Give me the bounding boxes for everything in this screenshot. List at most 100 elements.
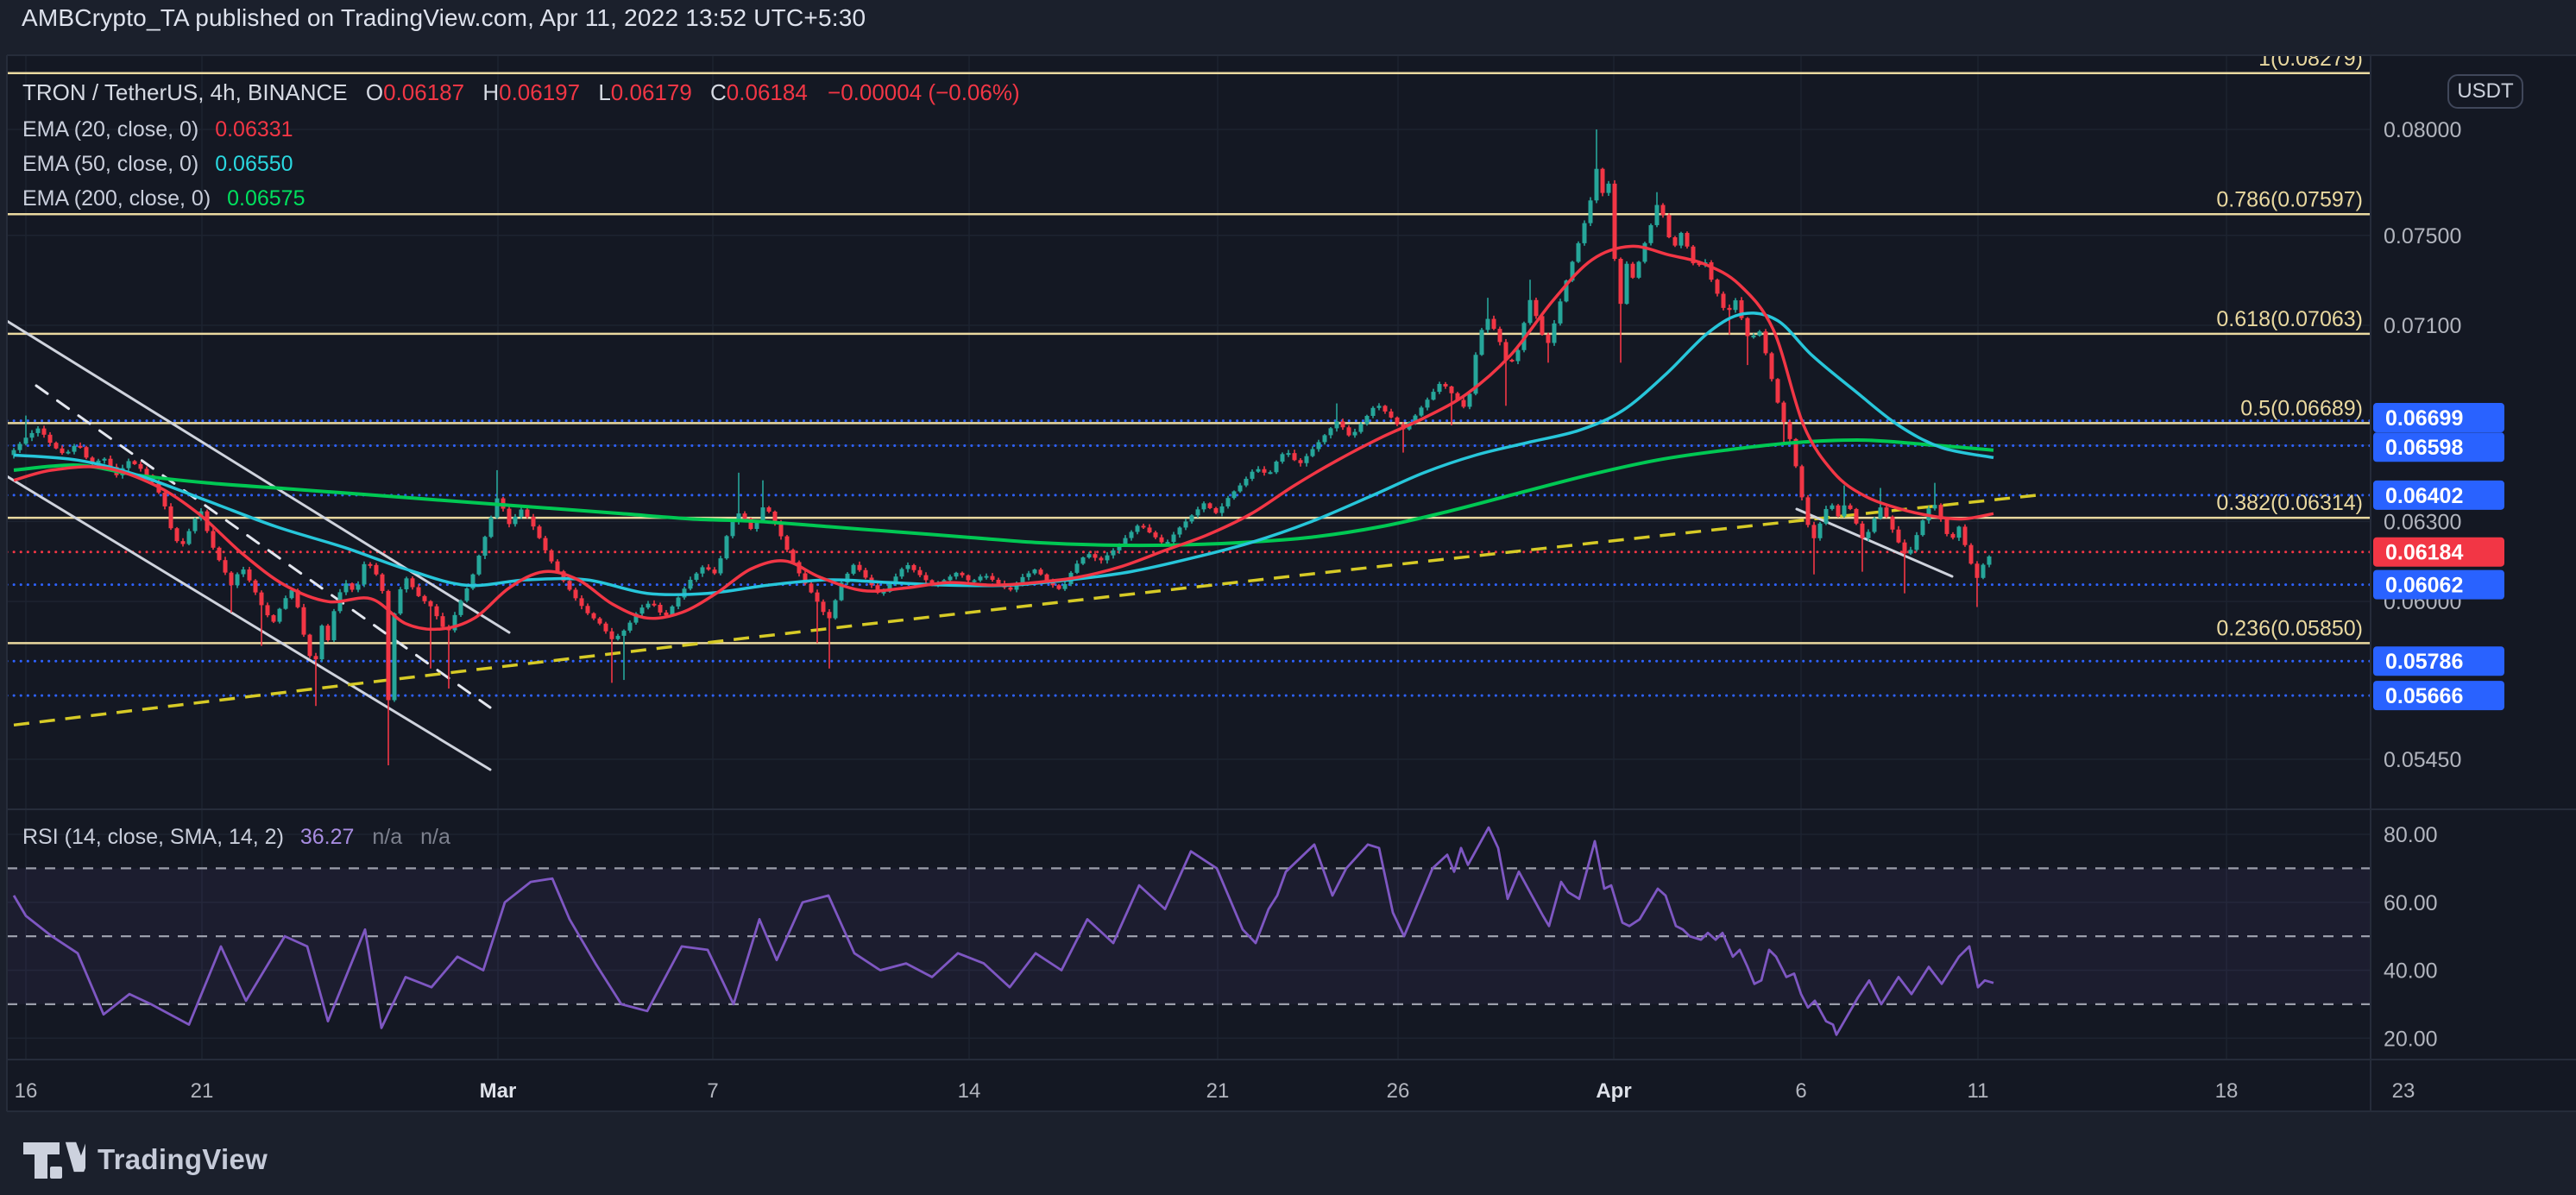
candle-body — [470, 574, 476, 589]
axis-label: 0.05666 — [2385, 684, 2463, 708]
candle-body — [1207, 503, 1212, 508]
candle-body — [549, 550, 554, 562]
candle-body — [1751, 335, 1756, 337]
ema200-line[interactable] — [13, 438, 1994, 548]
candle-body — [531, 516, 536, 527]
candle-body — [1225, 498, 1231, 506]
candle-body — [307, 634, 312, 657]
candle-body — [778, 523, 784, 537]
candle-body — [180, 541, 186, 544]
candle-body — [241, 569, 246, 575]
candle-body — [217, 547, 222, 561]
candle-body — [1364, 415, 1370, 425]
price-axis[interactable]: 0.080000.075000.071000.066000.063000.060… — [2373, 118, 2504, 1051]
currency-toggle-button[interactable]: USDT — [2447, 74, 2523, 109]
candle-body — [821, 601, 826, 613]
rsi-legend-row[interactable]: RSI (14, close, SMA, 14, 2) 36.27 n/a n/… — [22, 825, 450, 850]
candle-body — [646, 603, 651, 608]
candle-body — [1099, 557, 1104, 561]
candle-body — [192, 519, 198, 531]
candle-body — [537, 526, 542, 538]
candle-body — [301, 607, 306, 635]
candle-body — [1962, 526, 1968, 545]
candle-body — [1280, 454, 1285, 462]
price-pane[interactable]: 1(0.08279) 0.786(0.07597) 0.618(0.07063) 0.… — [7, 47, 2371, 771]
candle-body — [1836, 505, 1841, 517]
candle-body — [772, 511, 778, 524]
candle-body — [289, 590, 294, 599]
candle-body — [911, 564, 916, 570]
candle-body — [1878, 507, 1883, 519]
symbol-legend-row[interactable]: TRON / TetherUS, 4h, BINANCE O0.06187 H0… — [22, 79, 1020, 106]
candle-body — [1968, 544, 1974, 564]
candle-body — [621, 630, 627, 636]
ema50-line[interactable] — [13, 311, 1994, 597]
candle-body — [174, 528, 180, 542]
candle-body — [452, 614, 457, 631]
candle-body — [615, 635, 620, 639]
candle-body — [1213, 507, 1219, 513]
candle-body — [1715, 280, 1720, 294]
recent-resistance[interactable] — [1795, 507, 1954, 578]
published-header: AMBCrypto_TA published on TradingView.co… — [22, 4, 866, 31]
candle-body — [1534, 299, 1539, 317]
time-axis[interactable]: 16 21 Mar 7 14 21 26 Apr 6 11 18 23 — [15, 1079, 2415, 1103]
candle-body — [1781, 402, 1786, 423]
candle-body — [1558, 301, 1563, 324]
channel-median[interactable] — [35, 384, 492, 709]
channel-upper[interactable] — [7, 319, 511, 634]
candle-body — [84, 447, 89, 458]
candle-body — [368, 563, 373, 566]
candle-body — [229, 572, 234, 586]
candle-body — [416, 587, 421, 596]
candle-body — [790, 550, 796, 563]
candle-body — [1552, 323, 1557, 343]
candle-body — [1358, 424, 1364, 432]
support-trendline[interactable] — [13, 494, 2039, 727]
candle-body — [1739, 300, 1744, 318]
axis-label: 6 — [1795, 1079, 1806, 1103]
candle-body — [676, 597, 681, 607]
candle-body — [1455, 393, 1460, 400]
candle-body — [1352, 431, 1357, 436]
candle-body — [954, 572, 959, 577]
candle-body — [35, 428, 41, 433]
candle-body — [1479, 330, 1484, 355]
candle-body — [1250, 471, 1255, 479]
rsi-pane[interactable] — [7, 826, 2371, 1036]
candle-body — [253, 580, 258, 593]
candle-body — [211, 531, 216, 548]
candle-body — [1757, 331, 1762, 336]
candle-body — [748, 518, 753, 530]
axis-label: 0.07500 — [2384, 224, 2461, 248]
tradingview-logo[interactable]: TradingView — [22, 1137, 268, 1182]
candle-body — [1473, 355, 1478, 394]
candle-body — [857, 564, 862, 570]
ema20-legend-row[interactable]: EMA (20, close, 0) 0.06331 — [22, 117, 293, 142]
rsi-label: RSI (14, close, SMA, 14, 2) — [22, 825, 284, 849]
channel-lower[interactable] — [7, 475, 492, 771]
candle-body — [664, 612, 669, 616]
candle-body — [1908, 550, 1913, 554]
candle-body — [984, 575, 989, 578]
candle-body — [1431, 392, 1436, 400]
candle-body — [1153, 532, 1158, 538]
pane-borders — [6, 54, 2576, 1112]
candle-body — [1376, 406, 1382, 408]
candle-body — [374, 564, 379, 575]
candle-body — [555, 561, 560, 572]
candle-body — [1062, 583, 1068, 589]
low-value: 0.06179 — [610, 79, 692, 105]
axis-label: 0.06699 — [2385, 406, 2463, 431]
axis-label: 0.06300 — [2384, 510, 2461, 534]
ema50-legend-row[interactable]: EMA (50, close, 0) 0.06550 — [22, 152, 293, 177]
candle-body — [1636, 261, 1641, 278]
candle-body — [863, 569, 868, 578]
candle-body — [815, 592, 820, 602]
ema20-line[interactable] — [13, 244, 1994, 632]
candle-body — [712, 569, 717, 574]
ema200-legend-row[interactable]: EMA (200, close, 0) 0.06575 — [22, 186, 305, 211]
candle-body — [730, 521, 735, 537]
candle-body — [488, 517, 494, 538]
